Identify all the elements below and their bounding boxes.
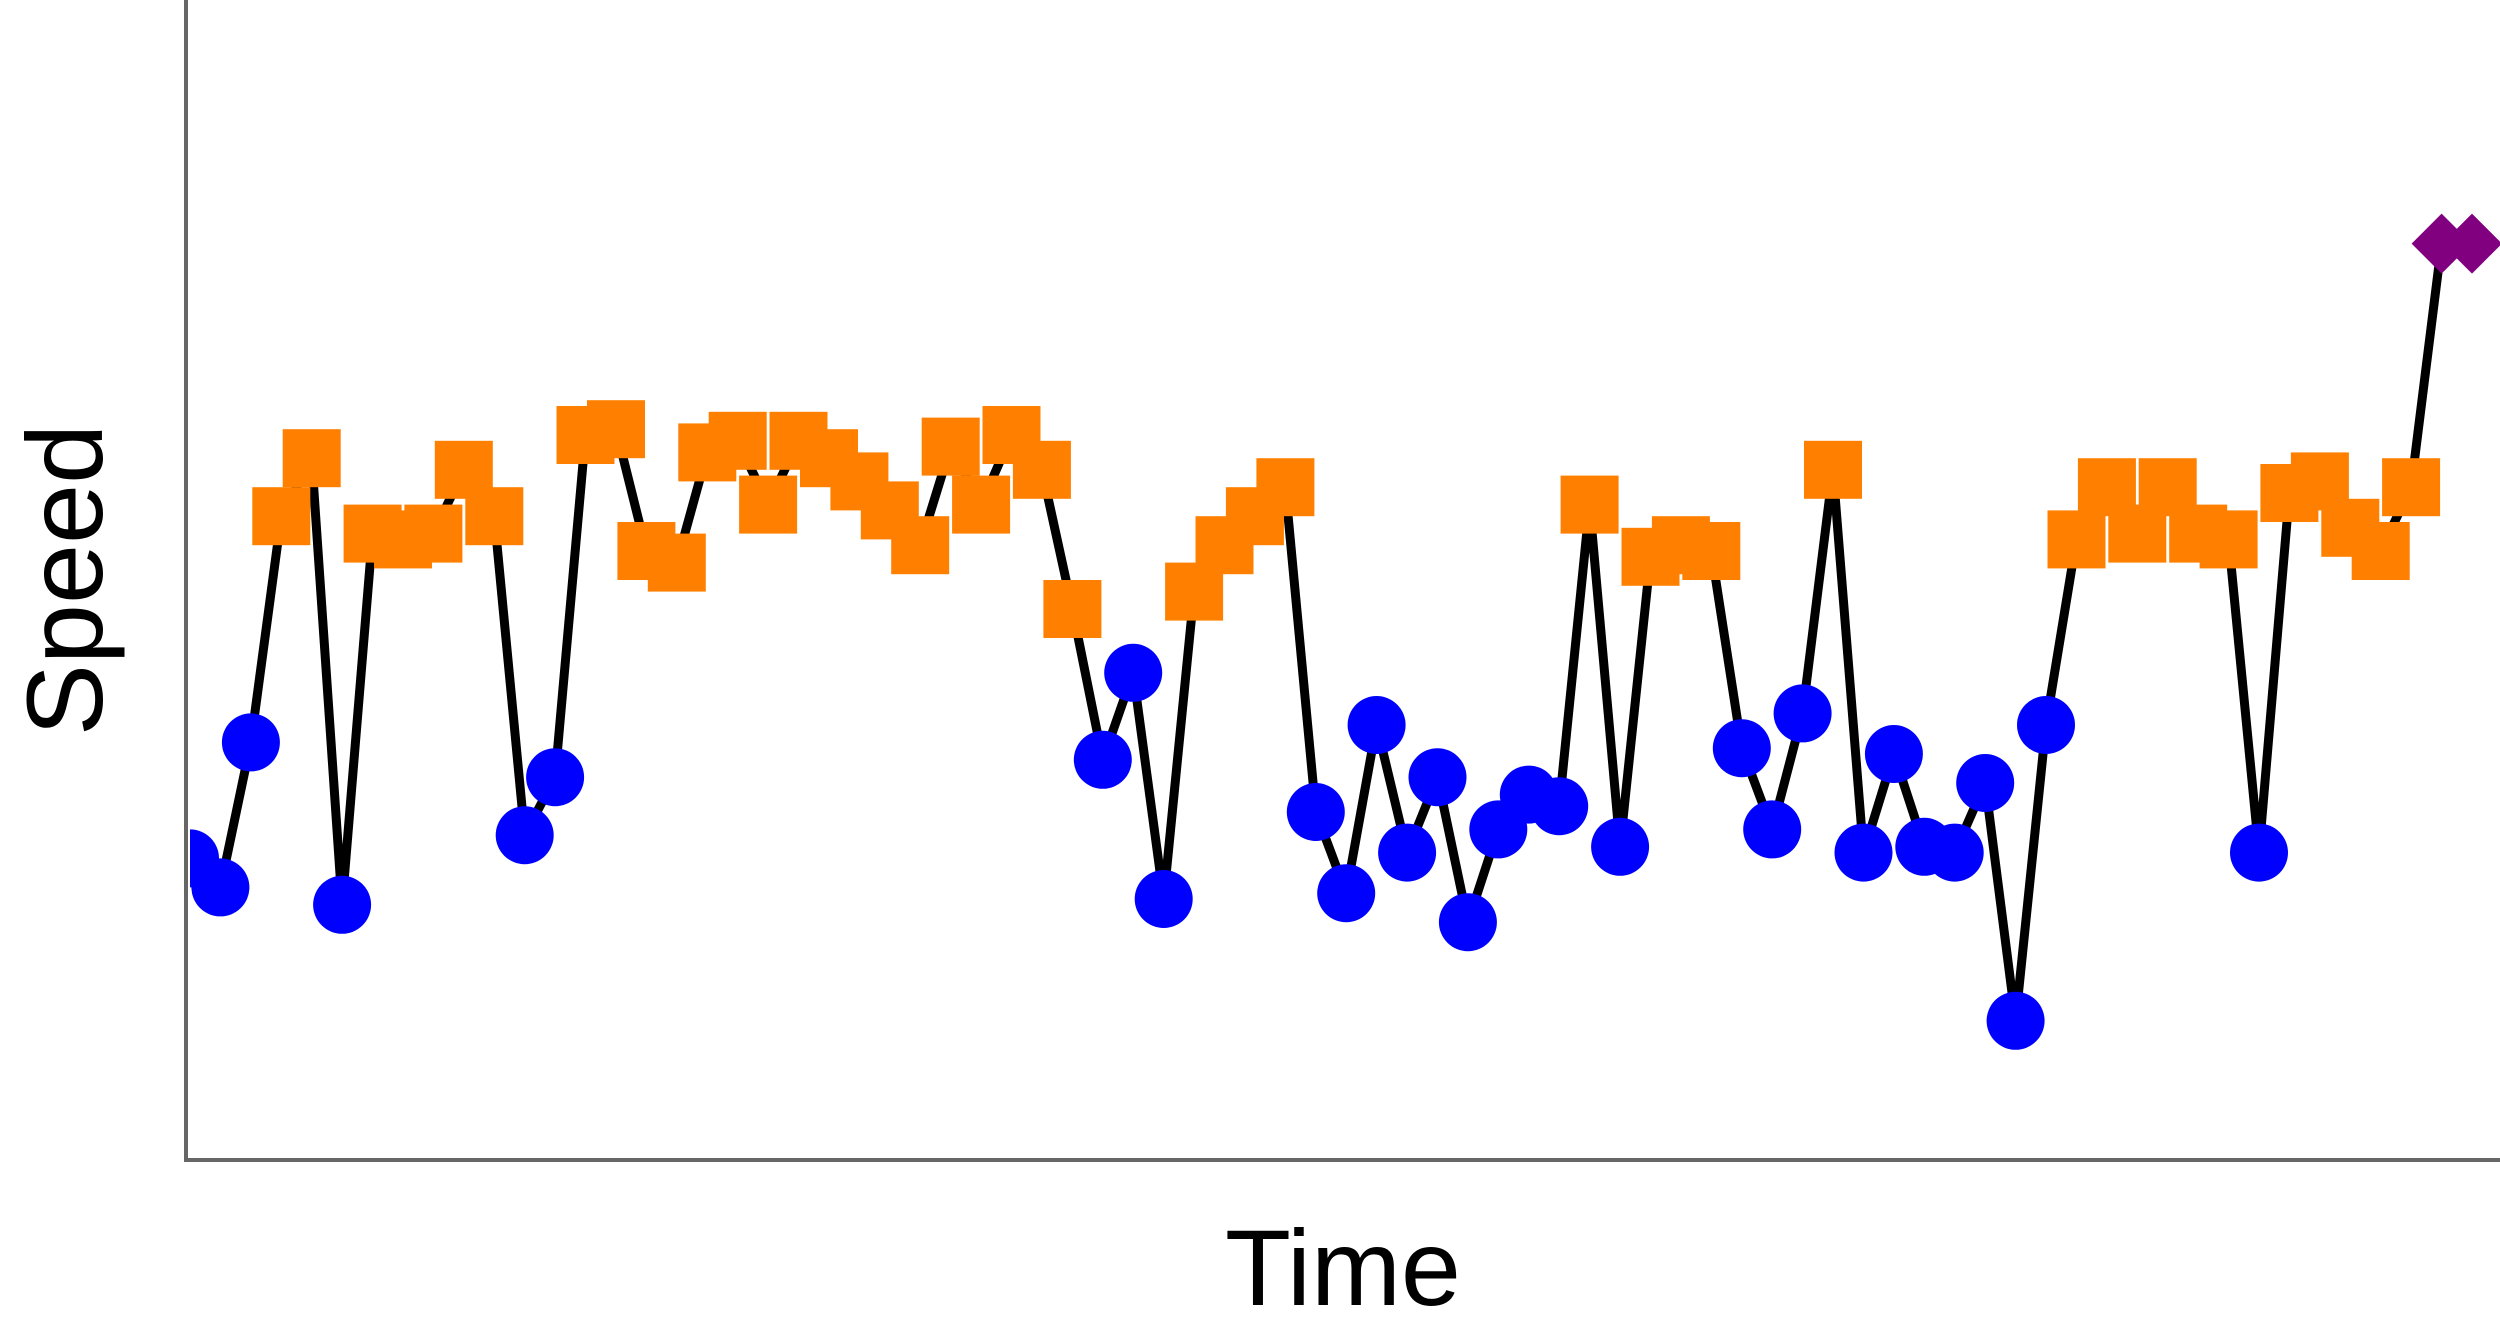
data-point-circle-60 — [1986, 991, 2045, 1050]
series-markers — [190, 213, 2500, 1050]
data-point-circle-41 — [1408, 748, 1467, 807]
data-point-circle-61 — [2017, 696, 2075, 754]
data-point-circle-11 — [495, 806, 554, 865]
data-point-circle-53 — [1773, 684, 1832, 743]
data-point-square-16 — [647, 533, 706, 592]
data-point-square-25 — [921, 417, 980, 476]
data-point-circle-68 — [2230, 823, 2288, 882]
data-point-square-54 — [1804, 440, 1862, 499]
y-axis-title: Speed — [4, 424, 125, 736]
data-point-circle-38 — [1317, 864, 1376, 923]
data-point-square-18 — [708, 411, 767, 470]
data-point-circle-56 — [1864, 725, 1923, 783]
data-point-square-24 — [891, 516, 950, 575]
data-point-square-50 — [1682, 522, 1741, 580]
data-point-circle-51 — [1712, 719, 1771, 778]
data-point-square-26 — [952, 475, 1011, 534]
data-point-circle-5 — [313, 875, 372, 934]
data-point-square-62 — [2047, 510, 2106, 569]
data-point-circle-1 — [191, 858, 250, 917]
data-point-square-36 — [1256, 458, 1315, 517]
data-point-circle-52 — [1743, 800, 1802, 859]
data-point-circle-12 — [526, 748, 585, 807]
data-point-circle-42 — [1438, 893, 1497, 952]
data-point-circle-59 — [1956, 754, 2015, 812]
data-point-square-28 — [1012, 440, 1071, 499]
data-point-circle-2 — [221, 713, 280, 772]
data-point-diamond-75 — [2442, 213, 2500, 274]
x-axis-title: Time — [1225, 1207, 1461, 1328]
data-point-circle-47 — [1591, 817, 1650, 876]
data-point-square-14 — [587, 400, 645, 459]
data-point-square-4 — [282, 429, 341, 488]
data-point-circle-39 — [1347, 696, 1406, 754]
data-point-circle-40 — [1378, 823, 1437, 882]
data-point-square-72 — [2351, 522, 2410, 580]
data-point-circle-45 — [1530, 777, 1589, 836]
data-point-circle-31 — [1104, 643, 1163, 702]
data-point-square-46 — [1560, 475, 1619, 534]
data-point-square-10 — [465, 487, 524, 546]
axes — [184, 0, 2500, 1162]
data-point-circle-55 — [1834, 823, 1893, 882]
data-point-circle-37 — [1286, 783, 1345, 841]
data-point-square-67 — [2199, 510, 2258, 569]
data-point-diamond-74 — [2411, 213, 2472, 274]
data-point-circle-30 — [1073, 730, 1132, 789]
data-point-square-3 — [252, 487, 311, 546]
data-point-square-29 — [1043, 580, 1102, 638]
data-point-square-19 — [739, 475, 798, 534]
data-point-circle-32 — [1134, 870, 1193, 928]
data-point-square-73 — [2382, 458, 2441, 517]
data-point-square-8 — [404, 504, 463, 563]
data-point-circle-58 — [1925, 823, 1984, 882]
